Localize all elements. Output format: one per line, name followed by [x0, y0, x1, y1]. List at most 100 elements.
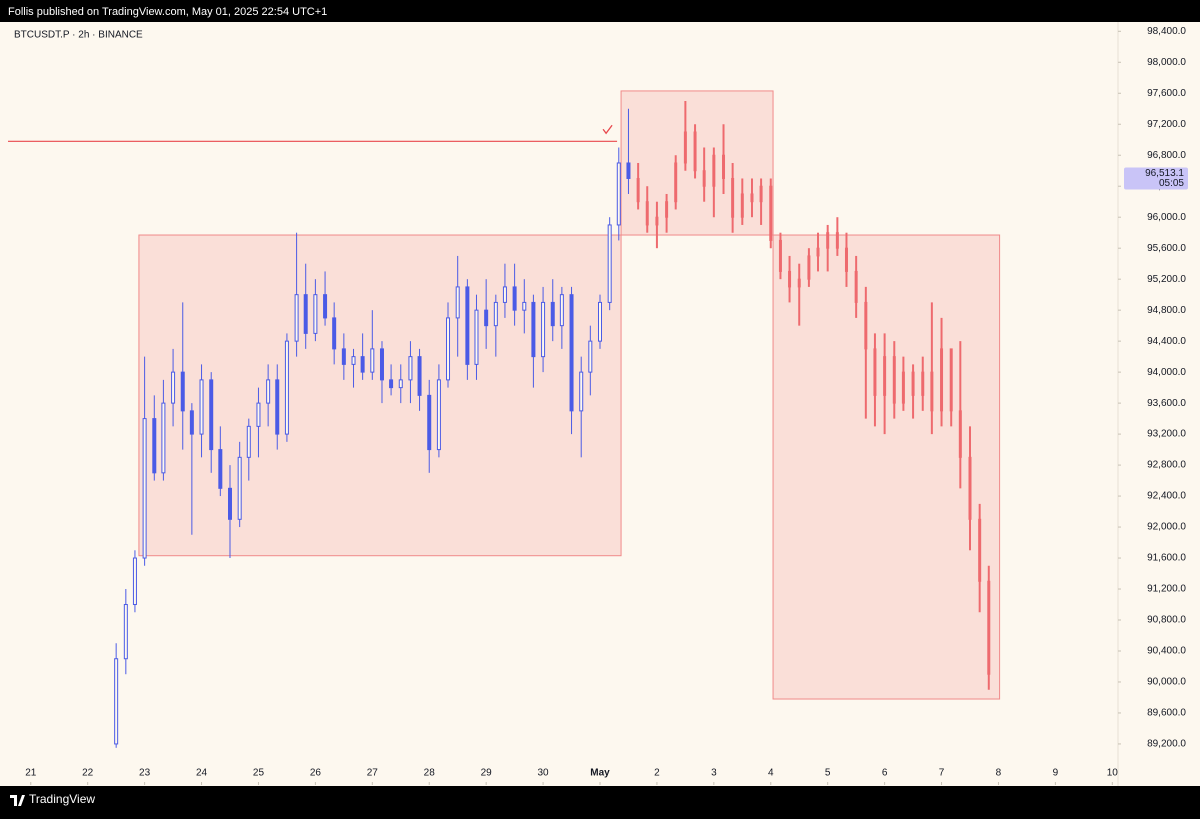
last-price-label: 96,513.1	[1145, 168, 1184, 179]
candle-body	[493, 301, 498, 327]
candle-body	[303, 294, 308, 334]
candle-body	[389, 379, 394, 389]
candle-body	[911, 371, 915, 396]
candle-body	[930, 371, 934, 412]
x-tick-label: 4	[768, 768, 774, 779]
candle-body	[835, 232, 839, 249]
candle-body	[474, 309, 479, 365]
candle-body	[588, 340, 593, 373]
candle-body	[465, 286, 470, 365]
zone-box	[772, 234, 1001, 700]
candle-body	[873, 348, 877, 396]
candle-body	[275, 379, 280, 435]
candle-body	[266, 379, 271, 404]
candle-body	[645, 201, 649, 226]
zone-box	[138, 234, 622, 557]
candle-body	[370, 348, 375, 373]
x-tick-label: 8	[996, 768, 1002, 779]
candle-body	[854, 270, 858, 303]
candle-body	[427, 394, 432, 451]
candle-body	[332, 317, 337, 350]
candle-body	[512, 286, 517, 311]
candle-body	[607, 224, 612, 303]
candle-body	[246, 425, 251, 458]
candle-body	[864, 301, 868, 350]
candle-body	[550, 301, 555, 327]
y-tick-label: 90,000.0	[1147, 677, 1186, 688]
candle-body	[455, 286, 460, 319]
x-tick-label: 23	[139, 768, 151, 779]
candle-body	[123, 604, 128, 660]
candle-body	[958, 410, 962, 458]
candle-body	[522, 301, 527, 311]
candle-body	[237, 456, 242, 520]
candle-body	[921, 371, 925, 396]
logo-icon	[10, 795, 25, 806]
candle-body	[901, 371, 905, 404]
candle-body	[636, 177, 640, 203]
candle-body	[408, 356, 413, 381]
candle-body	[446, 317, 451, 381]
candle-body	[750, 193, 754, 203]
candle-body	[702, 170, 706, 187]
candle-body	[360, 356, 365, 373]
candle-body	[152, 418, 157, 474]
x-tick-label: 29	[481, 768, 493, 779]
x-tick-label: 10	[1107, 768, 1119, 779]
candle-body	[531, 301, 536, 358]
check-icon	[602, 124, 613, 135]
y-tick-label: 93,200.0	[1147, 429, 1186, 440]
candle-body	[323, 294, 328, 319]
x-tick-label: 27	[367, 768, 379, 779]
x-tick-label: 26	[310, 768, 322, 779]
candle-body	[788, 270, 792, 288]
y-tick-label: 97,600.0	[1147, 88, 1186, 99]
candle-body	[807, 255, 811, 280]
candle-body	[987, 580, 991, 675]
y-tick-label: 94,400.0	[1147, 336, 1186, 347]
candle-body	[209, 379, 214, 451]
y-tick-label: 96,800.0	[1147, 150, 1186, 161]
candle-body	[579, 371, 584, 412]
candle-body	[114, 658, 119, 745]
candle-body	[844, 247, 848, 272]
x-tick-label: 9	[1053, 768, 1059, 779]
candle-body	[351, 356, 356, 365]
candle-body	[722, 154, 726, 179]
candle-body	[778, 239, 782, 272]
x-tick-label: 25	[253, 768, 265, 779]
y-tick-label: 90,800.0	[1147, 615, 1186, 626]
candle-body	[674, 162, 678, 203]
footer-logo	[10, 795, 25, 806]
candle-body	[693, 131, 697, 172]
candle-body	[161, 402, 166, 474]
candle-body	[769, 185, 773, 241]
y-tick-label: 91,600.0	[1147, 553, 1186, 564]
candle-body	[683, 131, 687, 164]
candle-body	[199, 379, 204, 435]
x-tick-label: 30	[538, 768, 550, 779]
x-tick-label: 24	[196, 768, 208, 779]
candle-body	[883, 356, 887, 396]
last-price-box	[1124, 167, 1188, 190]
footer-brand: TradingView	[29, 792, 95, 806]
candle-body	[559, 294, 564, 327]
candle-body	[436, 379, 441, 451]
candle-body	[655, 216, 659, 226]
candle-body	[294, 294, 299, 342]
candle-body	[284, 340, 289, 435]
candle-body	[398, 379, 403, 389]
y-tick-label: 98,400.0	[1147, 26, 1186, 37]
x-tick-label: 6	[882, 768, 888, 779]
candle-body	[341, 348, 346, 365]
x-tick-label: 5	[825, 768, 831, 779]
countdown-label: 05:05	[1159, 178, 1184, 189]
candle-body	[541, 301, 546, 358]
y-tick-label: 91,200.0	[1147, 584, 1186, 595]
candle-body	[940, 348, 944, 412]
candle-body	[379, 348, 384, 381]
y-tick-label: 93,600.0	[1147, 398, 1186, 409]
candle-body	[142, 418, 147, 559]
